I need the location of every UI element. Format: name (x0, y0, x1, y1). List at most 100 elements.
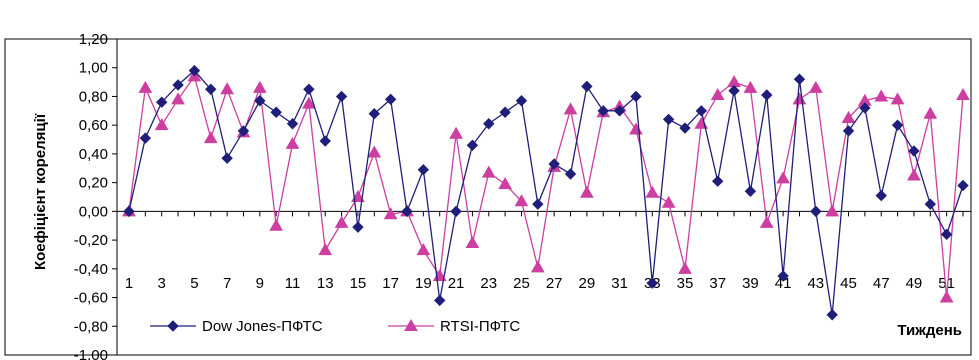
data-point (401, 205, 413, 218)
x-tick-label: 17 (382, 275, 399, 292)
y-tick-label: 0,00 (79, 203, 108, 220)
data-point (303, 83, 315, 95)
data-point (874, 89, 889, 102)
data-point (499, 106, 511, 118)
y-tick-label: 1,20 (79, 31, 108, 48)
y-tick-label: -1,00 (74, 347, 108, 360)
data-point (923, 106, 938, 119)
data-point (710, 88, 725, 101)
data-point (270, 106, 282, 118)
data-point (630, 90, 642, 103)
x-tick-label: 45 (840, 275, 857, 292)
data-point (221, 152, 233, 164)
data-point (334, 215, 349, 228)
x-tick-label: 43 (807, 275, 824, 292)
x-tick-label: 51 (938, 275, 955, 292)
data-point (548, 158, 560, 170)
data-point (939, 290, 954, 303)
chart-area-border (4, 38, 972, 356)
data-point (155, 96, 168, 108)
data-point (466, 139, 479, 151)
data-point (483, 118, 495, 130)
data-point (940, 228, 953, 241)
data-point (384, 93, 397, 106)
data-point (841, 110, 856, 123)
data-point (581, 80, 593, 93)
data-point (203, 131, 218, 144)
y-axis-tick-labels: 1,20 1,00 0,80 0,60 0,40 0,20 0,00 -0,20 -0,40 -0… (74, 31, 108, 360)
data-point (875, 189, 887, 202)
data-point (908, 145, 920, 157)
data-point (269, 218, 284, 231)
data-point (810, 205, 822, 218)
y-tick-label: 0,20 (79, 175, 108, 192)
data-point (481, 165, 496, 178)
data-point (171, 92, 185, 105)
x-axis-title: Тиждень (897, 322, 962, 339)
data-point (825, 204, 840, 217)
y-tick-label: -0,80 (74, 318, 108, 335)
series-line (128, 74, 964, 298)
data-point (449, 126, 463, 139)
data-point (662, 113, 675, 126)
y-tick-label: -0,40 (74, 261, 108, 278)
data-point (383, 207, 398, 220)
series-dow-jones (123, 64, 969, 321)
data-point (252, 80, 267, 93)
legend: Dow Jones-ПФТС RTSI-ПФТС (150, 318, 520, 335)
data-point (532, 198, 544, 210)
x-axis-tick-labels: 1357911131517192123252729313335373941434… (125, 275, 955, 292)
x-tick-label: 23 (480, 275, 497, 292)
legend-marker (404, 318, 418, 331)
data-point (367, 145, 382, 158)
data-point (352, 221, 364, 233)
data-point (450, 205, 462, 218)
series-line (128, 69, 964, 315)
data-point (759, 215, 774, 228)
x-tick-label: 3 (158, 275, 166, 292)
data-point (318, 243, 333, 256)
x-tick-label: 11 (285, 275, 301, 292)
data-point (679, 122, 691, 134)
data-point (957, 179, 969, 192)
data-point (123, 205, 135, 218)
data-point (188, 64, 201, 77)
data-point (335, 90, 348, 103)
data-point (319, 135, 331, 147)
y-tick-label: 0,60 (79, 117, 108, 134)
legend-marker (167, 320, 179, 332)
y-axis-ticks (112, 38, 117, 356)
data-point (580, 185, 594, 198)
x-tick-label: 5 (190, 275, 198, 292)
data-point (826, 309, 838, 321)
data-point (743, 80, 758, 93)
y-tick-label: -0,60 (74, 290, 108, 307)
x-tick-label: 41 (775, 275, 792, 292)
data-point (695, 105, 708, 117)
data-point (138, 80, 153, 93)
data-point (514, 194, 529, 207)
x-tick-label: 9 (256, 275, 264, 292)
data-point (793, 73, 806, 85)
data-point (956, 88, 970, 101)
data-point (433, 294, 446, 307)
x-tick-label: 1 (125, 275, 133, 292)
data-point (744, 185, 757, 197)
plot-area-border (116, 38, 972, 356)
data-point (139, 132, 152, 144)
data-point (842, 125, 855, 137)
data-point (646, 277, 659, 289)
y-tick-label: 0,80 (79, 88, 108, 105)
data-point (678, 261, 692, 274)
data-point (205, 83, 217, 95)
data-point (761, 89, 773, 101)
data-point (498, 177, 512, 190)
y-tick-label: -0,20 (74, 232, 108, 249)
data-point (890, 92, 905, 105)
data-point (465, 235, 480, 248)
x-tick-label: 15 (350, 275, 367, 292)
x-tick-label: 35 (677, 275, 694, 292)
data-point (645, 185, 660, 198)
